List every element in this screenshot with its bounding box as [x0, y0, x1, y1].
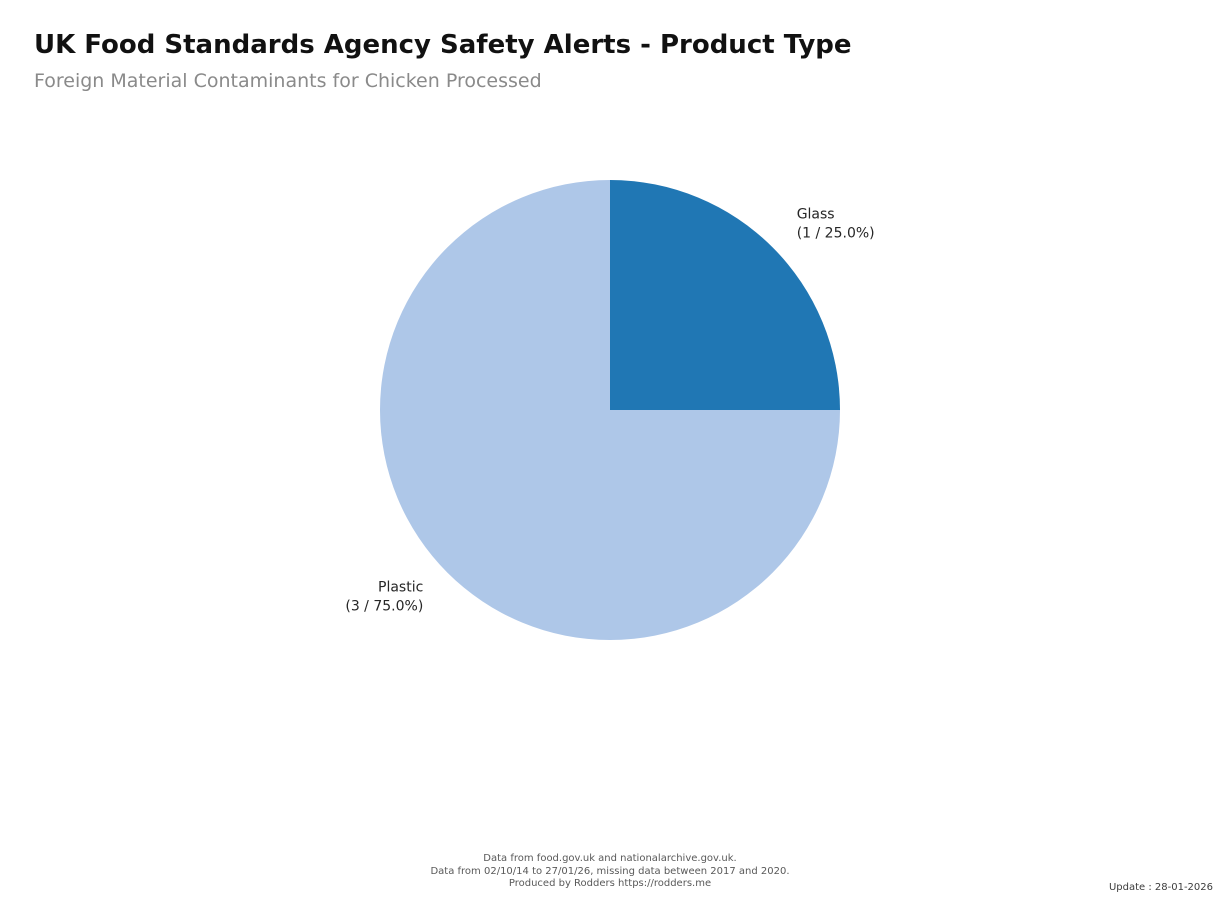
footer-line-range: Data from 02/10/14 to 27/01/26, missing … — [430, 865, 790, 877]
pie-label-glass-value: (1 / 25.0%) — [797, 225, 875, 241]
footer-line-source: Data from food.gov.uk and nationalarchiv… — [483, 853, 737, 864]
pie-slice-plastic — [380, 180, 840, 640]
chart-subtitle: Foreign Material Contaminants for Chicke… — [34, 70, 542, 92]
footer-line-credit: Produced by Rodders https://rodders.me — [508, 878, 712, 889]
pie-slice-glass — [610, 180, 840, 410]
pie-label-plastic-value: (3 / 75.0%) — [345, 599, 423, 615]
chart-title: UK Food Standards Agency Safety Alerts -… — [34, 30, 852, 60]
update-date: Update : 28-01-2026 — [1108, 882, 1213, 893]
pie-label-plastic-name: Plastic — [378, 580, 423, 596]
footer-notes: Data from food.gov.uk and nationalarchiv… — [0, 853, 1220, 891]
pie-label-glass-name: Glass — [797, 206, 835, 222]
